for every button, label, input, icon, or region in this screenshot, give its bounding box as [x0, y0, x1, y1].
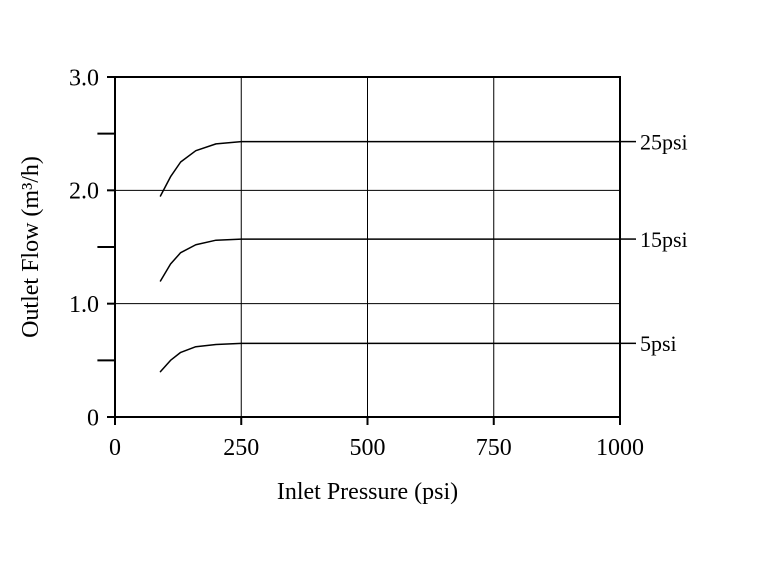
series-label-25psi: 25psi [640, 129, 688, 154]
y-tick-label: 1.0 [69, 292, 99, 318]
series-line-15psi [160, 239, 620, 281]
y-tick-label: 3.0 [69, 65, 99, 91]
series-line-5psi [160, 343, 620, 371]
x-tick-label: 1000 [596, 435, 644, 461]
chart-svg: 0 250 500 750 1000 0 1.0 2.0 3.0 Inlet Pressure (… [0, 0, 762, 568]
chart-container: 0 250 500 750 1000 0 1.0 2.0 3.0 Inlet Pressure (… [0, 0, 762, 568]
x-tick-label: 0 [109, 435, 121, 461]
y-axis-label: Outlet Flow (m³/h) [18, 156, 44, 338]
x-axis-label: Inlet Pressure (psi) [277, 479, 458, 505]
series-line-25psi [160, 142, 620, 196]
y-tick-label: 2.0 [69, 179, 99, 205]
series-label-5psi: 5psi [640, 331, 677, 356]
series-label-15psi: 15psi [640, 227, 688, 252]
x-tick-label: 500 [350, 435, 386, 461]
y-tick-label: 0 [87, 405, 99, 431]
x-tick-label: 250 [223, 435, 259, 461]
x-tick-label: 750 [476, 435, 512, 461]
